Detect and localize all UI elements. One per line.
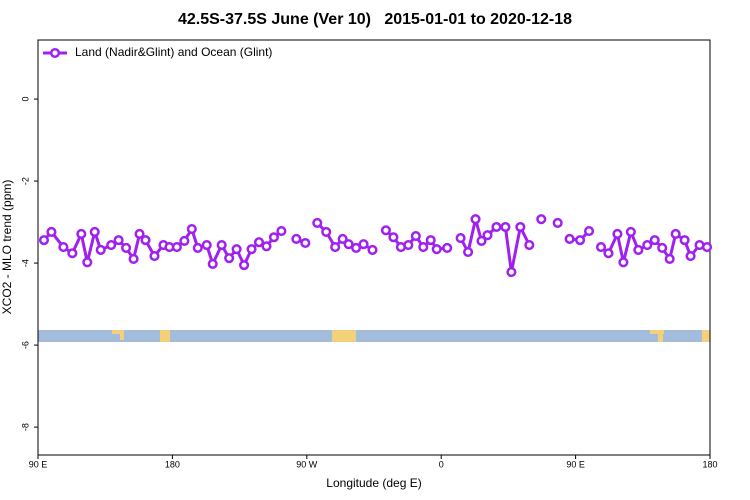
data-point	[321, 226, 332, 237]
data-point	[564, 233, 575, 244]
x-tick-label: 180	[165, 459, 180, 469]
y-tick-label: -8	[20, 423, 30, 431]
land-ocean-strip	[38, 330, 710, 342]
data-point	[207, 258, 218, 269]
data-point	[89, 226, 100, 237]
data-point	[403, 239, 414, 251]
data-point	[330, 242, 341, 253]
data-point	[595, 242, 607, 253]
series-line	[42, 218, 708, 273]
data-point	[603, 248, 614, 259]
data-point	[442, 242, 453, 253]
data-point	[179, 235, 190, 246]
data-point	[82, 257, 93, 268]
chart-title: 42.5S-37.5S June (Ver 10) 2015-01-01 to …	[178, 11, 572, 28]
legend-marker	[49, 47, 61, 59]
data-point	[664, 253, 675, 265]
data-point	[431, 244, 442, 255]
data-point	[337, 233, 348, 244]
data-point	[500, 221, 511, 233]
data-point	[642, 239, 653, 251]
data-point	[524, 239, 535, 251]
data-point	[470, 214, 481, 225]
data-point	[128, 253, 139, 265]
data-point	[58, 242, 69, 253]
data-point	[343, 239, 354, 250]
data-point	[679, 235, 690, 246]
data-point	[657, 242, 668, 253]
data-point	[95, 244, 106, 256]
data-point	[536, 214, 547, 225]
data-point	[113, 235, 124, 246]
data-point	[201, 239, 212, 251]
data-point	[351, 242, 362, 253]
y-tick-label: -6	[20, 341, 30, 349]
data-point	[134, 228, 145, 240]
y-tick-label: -4	[20, 259, 30, 267]
data-point	[380, 225, 391, 236]
data-point	[625, 226, 636, 237]
x-tick-label: 90 W	[296, 459, 318, 469]
data-point	[106, 239, 117, 251]
data-point	[253, 237, 265, 248]
data-point	[268, 232, 279, 243]
data-point	[612, 228, 623, 240]
data-point	[46, 226, 57, 237]
data-point	[140, 235, 151, 246]
data-point	[38, 235, 50, 246]
x-tick-label: 90 E	[566, 459, 585, 469]
data-point	[186, 223, 197, 235]
data-point	[701, 242, 713, 253]
y-tick-label: 0	[20, 97, 30, 102]
data-point	[192, 242, 203, 253]
data-point	[552, 217, 563, 228]
x-tick-label: 90 E	[29, 459, 48, 469]
data-point	[482, 230, 493, 241]
data-point	[121, 242, 132, 253]
data-point	[224, 253, 235, 264]
data-point	[425, 235, 436, 246]
data-point	[506, 267, 517, 278]
data-point	[149, 251, 160, 262]
data-point	[476, 235, 487, 246]
y-tick-label: -2	[20, 177, 30, 185]
data-point	[515, 221, 526, 233]
data-point	[649, 235, 660, 246]
data-point	[261, 241, 272, 252]
data-point	[300, 237, 311, 249]
data-point	[685, 251, 696, 262]
data-point	[418, 242, 429, 253]
data-point	[367, 244, 378, 256]
data-point	[239, 260, 250, 271]
data-point	[633, 244, 644, 256]
data-point	[410, 230, 421, 242]
data-point	[246, 244, 257, 255]
data-point	[583, 226, 595, 237]
x-tick-label: 0	[439, 459, 444, 469]
data-point	[575, 235, 586, 246]
y-axis-label: XCO2 - MLO trend (ppm)	[0, 180, 14, 315]
data-point	[291, 233, 302, 244]
legend-label: Land (Nadir&Glint) and Ocean (Glint)	[75, 45, 272, 59]
data-point	[358, 239, 369, 250]
data-point	[76, 228, 87, 240]
data-point	[171, 242, 182, 253]
data-point	[618, 257, 629, 268]
data-point	[216, 239, 227, 251]
data-point	[231, 244, 242, 255]
data-point	[276, 226, 287, 237]
x-tick-label: 180	[702, 459, 717, 469]
data-point	[455, 233, 466, 244]
data-point	[312, 217, 323, 228]
data-point	[463, 246, 474, 258]
data-point	[670, 228, 681, 240]
x-axis-label: Longitude (deg E)	[326, 476, 421, 490]
data-point	[67, 248, 78, 259]
data-point	[388, 232, 399, 243]
data-point	[491, 221, 502, 233]
